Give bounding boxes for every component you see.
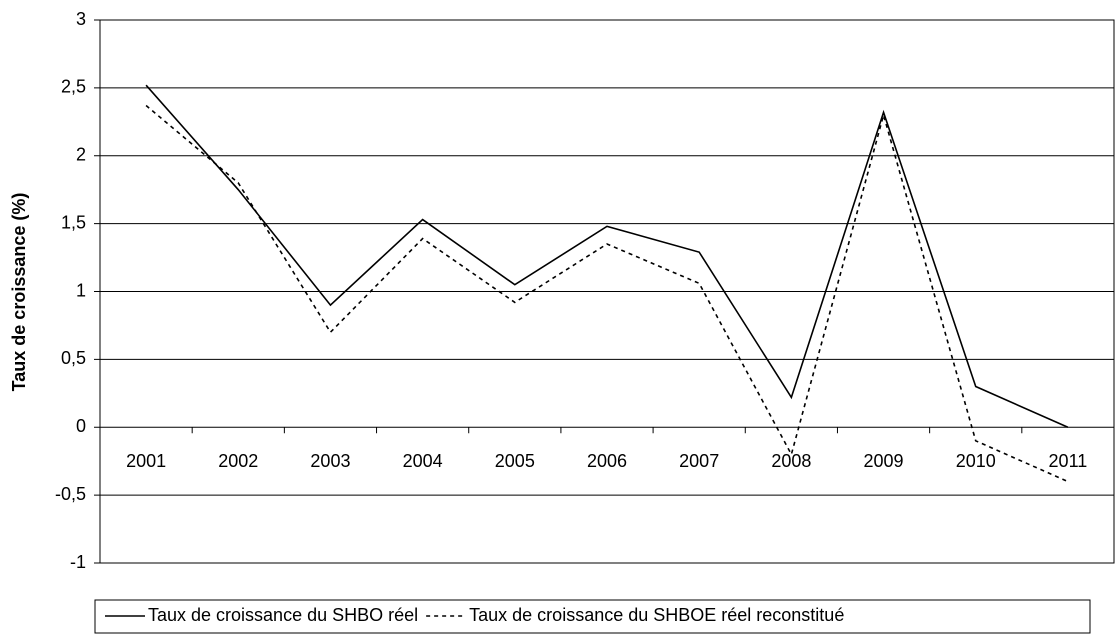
- series-line: [145, 104, 1069, 483]
- legend-box: [94, 599, 1091, 634]
- x-tick-label: 2002: [218, 451, 258, 471]
- x-tick-label: 2003: [310, 451, 350, 471]
- plot-frame: [99, 19, 1115, 564]
- y-tick-label: 0: [76, 416, 86, 436]
- y-tick-label: 1,5: [61, 212, 86, 232]
- y-tick-label: 3: [76, 9, 86, 29]
- x-tick-label: 2009: [864, 451, 904, 471]
- y-axis-label: Taux de croissance (%): [9, 193, 29, 392]
- x-tick-label: 2004: [403, 451, 443, 471]
- x-tick-label: 2010: [956, 451, 996, 471]
- y-tick-label: 2,5: [61, 77, 86, 97]
- y-tick-label: 2: [76, 145, 86, 165]
- legend-label: Taux de croissance du SHBO réel: [148, 605, 418, 625]
- series-line: [145, 84, 1069, 428]
- x-tick-label: 2001: [126, 451, 166, 471]
- x-tick-label: 2008: [771, 451, 811, 471]
- x-tick-label: 2006: [587, 451, 627, 471]
- y-tick-label: 0,5: [61, 348, 86, 368]
- x-tick-label: 2007: [679, 451, 719, 471]
- y-tick-label: -0,5: [55, 484, 86, 504]
- y-tick-label: 1: [76, 280, 86, 300]
- x-tick-label: 2005: [495, 451, 535, 471]
- legend-label: Taux de croissance du SHBOE réel reconst…: [469, 605, 844, 625]
- x-tick-label: 2011: [1049, 451, 1088, 471]
- y-tick-label: -1: [70, 552, 86, 572]
